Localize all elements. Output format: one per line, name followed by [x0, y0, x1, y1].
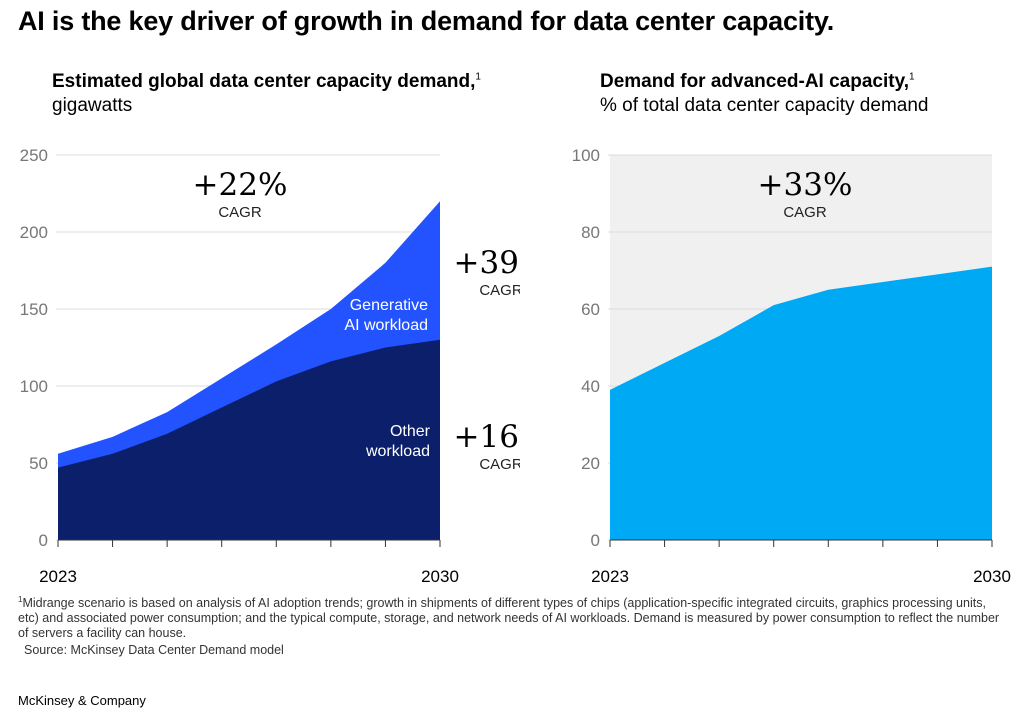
- chart1-x-tick-label: 2023: [39, 567, 77, 586]
- chart2-title-text: Demand for advanced-AI capacity,: [600, 71, 910, 92]
- advanced-ai-share-chart: 0 20 40 60 80 100 2023 2030 +33%CAGR: [572, 146, 1011, 586]
- chart1-generative-cagr-label: CAGR: [479, 282, 520, 299]
- chart2-x-tick-label: 2030: [973, 567, 1011, 586]
- chart2-title: Demand for advanced-AI capacity,1 % of t…: [600, 70, 928, 118]
- chart1-x-tick-label: 2030: [421, 567, 459, 586]
- chart1-total-cagr-value: +22%: [193, 167, 288, 203]
- chart1-total-cagr-label: CAGR: [218, 204, 262, 221]
- chart2-x-tick-label: 2023: [591, 567, 629, 586]
- chart2-y-tick-label: 60: [581, 300, 600, 319]
- chart1-y-tick-label: 150: [20, 300, 48, 319]
- chart1-title-footnote-marker: 1: [475, 71, 481, 83]
- source-note: Source: McKinsey Data Center Demand mode…: [24, 643, 284, 657]
- footnote-text: Midrange scenario is based on analysis o…: [18, 596, 1000, 640]
- page-headline: AI is the key driver of growth in demand…: [18, 6, 835, 36]
- chart2-y-tick-label: 0: [591, 531, 600, 550]
- chart1-generative-cagr-value: +39%: [454, 245, 520, 281]
- chart2-title-footnote-marker: 1: [909, 71, 915, 83]
- other-workload-label: workload: [365, 443, 430, 460]
- generative-ai-label: AI workload: [344, 317, 428, 334]
- chart2-y-tick-label: 100: [572, 146, 600, 165]
- chart2-y-tick-label: 20: [581, 454, 600, 473]
- chart1-other-cagr-label: CAGR: [479, 456, 520, 473]
- footnote-marker: 1: [18, 594, 23, 604]
- brand-logo: McKinsey & Company: [18, 693, 146, 708]
- chart1-y-tick-label: 250: [20, 146, 48, 165]
- chart2-y-tick-label: 80: [581, 223, 600, 242]
- chart2-cagr-value: +33%: [758, 167, 853, 203]
- chart1-y-tick-label: 0: [39, 531, 48, 550]
- other-workload-label: Other: [390, 423, 431, 440]
- generative-ai-label: Generative: [350, 297, 428, 314]
- chart2-unit: % of total data center capacity demand: [600, 95, 929, 116]
- capacity-demand-chart: 0 50 100 150 200 250 2023 2030 Generative AI work…: [20, 146, 520, 586]
- chart1-title: Estimated global data center capacity de…: [52, 70, 481, 118]
- footnote: 1Midrange scenario is based on analysis …: [18, 594, 1008, 641]
- chart2-cagr-label: CAGR: [783, 204, 827, 221]
- other-workload-area: [58, 339, 440, 540]
- chart1-unit: gigawatts: [52, 95, 133, 116]
- chart1-y-tick-label: 100: [20, 377, 48, 396]
- chart1-y-tick-label: 50: [29, 454, 48, 473]
- chart1-other-cagr-value: +16%: [454, 419, 520, 455]
- chart2-y-tick-label: 40: [581, 377, 600, 396]
- chart1-title-text: Estimated global data center capacity de…: [52, 71, 476, 92]
- advanced-ai-share-area: [610, 266, 992, 540]
- chart1-y-tick-label: 200: [20, 223, 48, 242]
